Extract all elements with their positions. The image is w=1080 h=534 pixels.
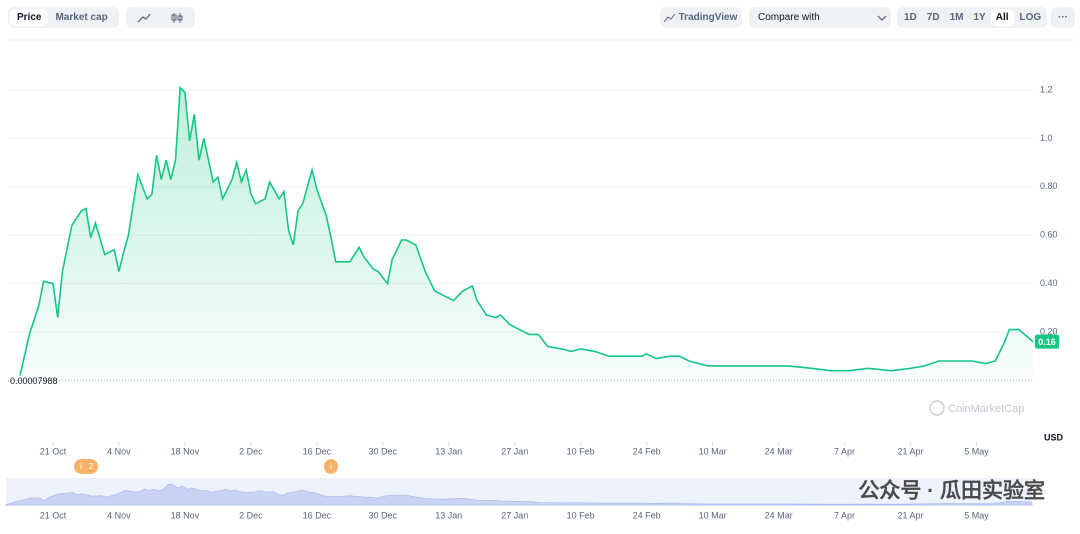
price-area xyxy=(20,87,1033,381)
x-tick-label: 30 Dec xyxy=(369,446,398,456)
navigator-tick-label: 21 Oct xyxy=(40,510,67,520)
x-tick-label: 10 Feb xyxy=(567,446,595,456)
event-marker xyxy=(73,459,98,474)
tradingview-label: TradingView xyxy=(678,12,738,23)
more-button[interactable]: ··· xyxy=(1051,7,1075,28)
log-button[interactable]: LOG xyxy=(1019,12,1042,23)
navigator-tick-label: 4 Nov xyxy=(107,510,131,520)
event-count: 2 xyxy=(89,462,94,471)
navigator-tick-label: 10 Feb xyxy=(567,510,595,520)
range-button[interactable]: 7D xyxy=(926,12,940,23)
watermark-icon xyxy=(929,400,945,416)
line-icon[interactable] xyxy=(135,11,153,25)
x-tick-label: 24 Feb xyxy=(633,446,661,456)
navigator-tick-label: 18 Nov xyxy=(171,510,200,520)
tab[interactable]: Price xyxy=(10,9,49,26)
x-tick-label: 27 Jan xyxy=(501,446,528,456)
x-tick-label: 13 Jan xyxy=(435,446,462,456)
navigator-tick-label: 21 Apr xyxy=(897,510,923,520)
wechat-watermark: 公众号 · 瓜田实验室 xyxy=(858,479,1045,503)
range-button[interactable]: 1M xyxy=(949,12,964,23)
x-tick-label: 4 Nov xyxy=(107,446,131,456)
x-tick-label: 18 Nov xyxy=(171,446,200,456)
x-tick-label: 24 Mar xyxy=(765,446,793,456)
navigator-tick-label: 13 Jan xyxy=(435,510,462,520)
compare-select[interactable]: Compare with xyxy=(749,7,891,28)
watermark-group: CoinMarketCap xyxy=(929,400,1024,416)
unit-label: USD xyxy=(1044,432,1064,442)
compare-label: Compare with xyxy=(758,12,820,23)
y-tick-label: 0.20 xyxy=(1040,326,1058,336)
x-tick-label: 16 Dec xyxy=(303,446,332,456)
x-tick-label: 10 Mar xyxy=(699,446,727,456)
navigator-tick-label: 24 Feb xyxy=(633,510,661,520)
navigator-area xyxy=(5,483,1033,506)
range-button[interactable]: 1Y xyxy=(973,12,986,23)
candle-icon[interactable] xyxy=(168,11,186,25)
watermark: CoinMarketCap xyxy=(948,403,1024,415)
tv-icon xyxy=(663,13,676,22)
y-tick-label: 0.80 xyxy=(1040,181,1058,191)
event-icon: i xyxy=(330,462,332,471)
x-tick-label: 21 Oct xyxy=(40,446,67,456)
y-tick-label: 1.2 xyxy=(1040,84,1053,94)
navigator-tick-label: 27 Jan xyxy=(501,510,528,520)
range-button[interactable]: All xyxy=(990,9,1014,26)
navigator-tick-label: 7 Apr xyxy=(834,510,855,520)
tradingview-button[interactable]: TradingView xyxy=(660,7,742,28)
price-tag xyxy=(1035,334,1059,349)
baseline-label: 0.00007988 xyxy=(10,376,58,386)
range-group: 1D 7D 1M 1Y All LOG xyxy=(897,7,1047,28)
more-label: ··· xyxy=(1058,12,1068,23)
price-line xyxy=(19,85,1034,376)
navigator-tick-label: 30 Dec xyxy=(369,510,398,520)
range-button[interactable]: 1D xyxy=(904,12,917,23)
event-marker xyxy=(323,459,338,474)
navigator-tick-label: 16 Dec xyxy=(303,510,332,520)
y-tick-label: 0.60 xyxy=(1040,230,1058,240)
y-tick-label: 0.40 xyxy=(1040,278,1058,288)
navigator-tick-label: 2 Dec xyxy=(239,510,263,520)
x-tick-label: 2 Dec xyxy=(239,446,263,456)
x-tick-label: 5 May xyxy=(964,446,989,456)
chart-style-group xyxy=(126,7,195,28)
tab-group: Price Market cap xyxy=(8,7,119,28)
chevron xyxy=(877,15,887,21)
tab[interactable]: Market cap xyxy=(55,12,108,23)
navigator-bg xyxy=(6,478,1032,506)
price-tag-label: 0.16 xyxy=(1038,337,1056,347)
navigator-tick-label: 24 Mar xyxy=(765,510,793,520)
navigator-tick-label: 5 May xyxy=(964,510,989,520)
navigator-tick-label: 10 Mar xyxy=(699,510,727,520)
x-tick-label: 7 Apr xyxy=(834,446,855,456)
event-icon: i xyxy=(80,462,82,471)
x-tick-label: 21 Apr xyxy=(897,446,923,456)
y-tick-label: 1.0 xyxy=(1040,133,1053,143)
